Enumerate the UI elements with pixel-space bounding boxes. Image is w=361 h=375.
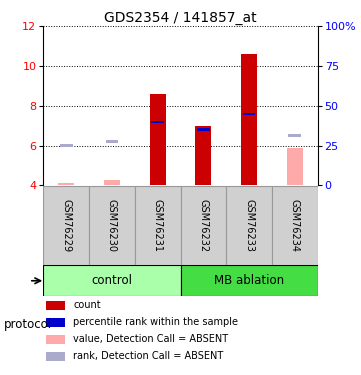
Bar <box>46 301 65 310</box>
Bar <box>243 112 256 115</box>
Bar <box>195 126 212 186</box>
Bar <box>272 186 318 265</box>
Bar <box>287 148 303 186</box>
Text: GSM76234: GSM76234 <box>290 199 300 252</box>
Text: GSM76232: GSM76232 <box>198 199 208 252</box>
Bar <box>197 129 210 131</box>
Text: protocol: protocol <box>4 318 52 331</box>
Text: GSM76231: GSM76231 <box>153 199 163 252</box>
Bar <box>288 135 301 137</box>
Bar <box>180 186 226 265</box>
Text: rank, Detection Call = ABSENT: rank, Detection Call = ABSENT <box>74 351 224 361</box>
Bar <box>58 183 74 186</box>
Text: value, Detection Call = ABSENT: value, Detection Call = ABSENT <box>74 334 229 344</box>
Text: count: count <box>74 300 101 310</box>
Text: GSM76229: GSM76229 <box>61 199 71 252</box>
Bar <box>226 186 272 265</box>
Bar <box>104 180 120 186</box>
Text: GSM76233: GSM76233 <box>244 199 254 252</box>
Bar <box>105 140 118 142</box>
Bar <box>46 318 65 327</box>
Text: percentile rank within the sample: percentile rank within the sample <box>74 317 239 327</box>
Bar <box>151 120 164 123</box>
Text: GSM76230: GSM76230 <box>107 199 117 252</box>
Text: MB ablation: MB ablation <box>214 274 284 287</box>
Bar <box>60 144 73 147</box>
Title: GDS2354 / 141857_at: GDS2354 / 141857_at <box>104 11 257 25</box>
Bar <box>180 265 318 296</box>
Text: control: control <box>91 274 132 287</box>
Bar <box>241 54 257 186</box>
Bar <box>43 186 89 265</box>
Bar <box>150 94 166 186</box>
Bar <box>46 335 65 344</box>
Bar <box>46 352 65 361</box>
Bar <box>89 186 135 265</box>
Bar <box>43 265 180 296</box>
Bar <box>135 186 180 265</box>
